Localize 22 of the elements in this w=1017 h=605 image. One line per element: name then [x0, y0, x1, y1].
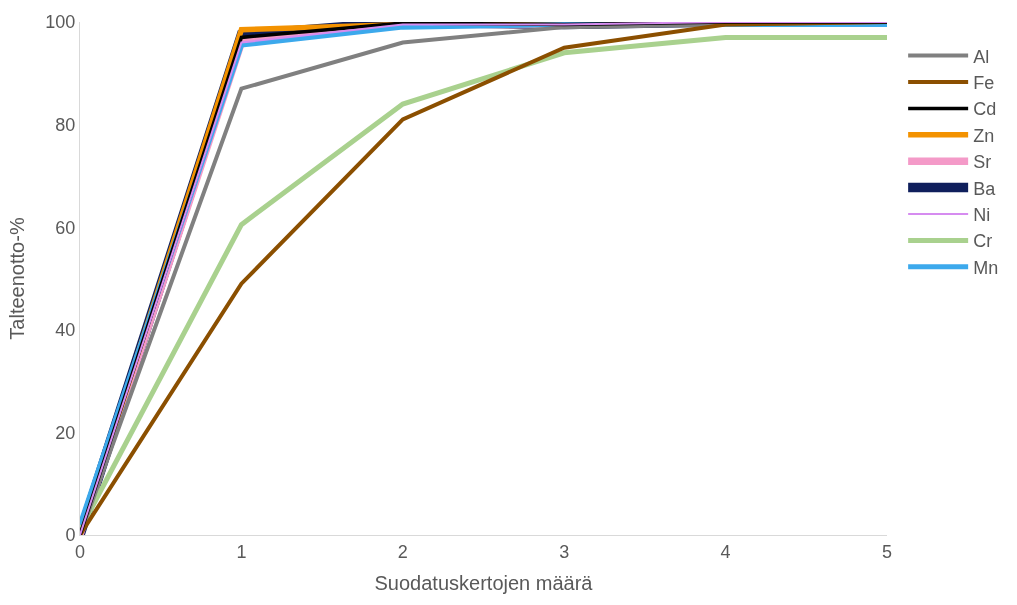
legend-label: Mn — [973, 257, 999, 278]
legend-label: Cr — [973, 231, 993, 252]
x-tick-label: 5 — [881, 541, 893, 562]
legend-label: Ni — [973, 205, 991, 226]
x-tick-label: 4 — [720, 541, 731, 562]
y-tick-label: 80 — [55, 114, 76, 135]
y-tick-label: 20 — [55, 422, 76, 443]
legend-label: Cd — [973, 99, 997, 120]
y-axis-title: Talteenotto-% — [5, 217, 28, 340]
legend-label: Zn — [973, 125, 995, 146]
x-tick-label: 2 — [397, 541, 408, 562]
y-tick-label: 100 — [45, 12, 76, 33]
x-axis-title: Suodatuskertojen määrä — [374, 572, 594, 595]
x-tick-label: 3 — [559, 541, 570, 562]
y-tick-label: 0 — [65, 525, 76, 546]
legend-label: Ba — [973, 178, 997, 199]
legend-label: Sr — [973, 152, 992, 173]
legend-label: Fe — [973, 73, 995, 94]
x-tick-label: 1 — [236, 541, 247, 562]
legend-label: Al — [973, 46, 990, 67]
y-tick-label: 60 — [55, 217, 76, 238]
y-tick-label: 40 — [55, 320, 76, 341]
